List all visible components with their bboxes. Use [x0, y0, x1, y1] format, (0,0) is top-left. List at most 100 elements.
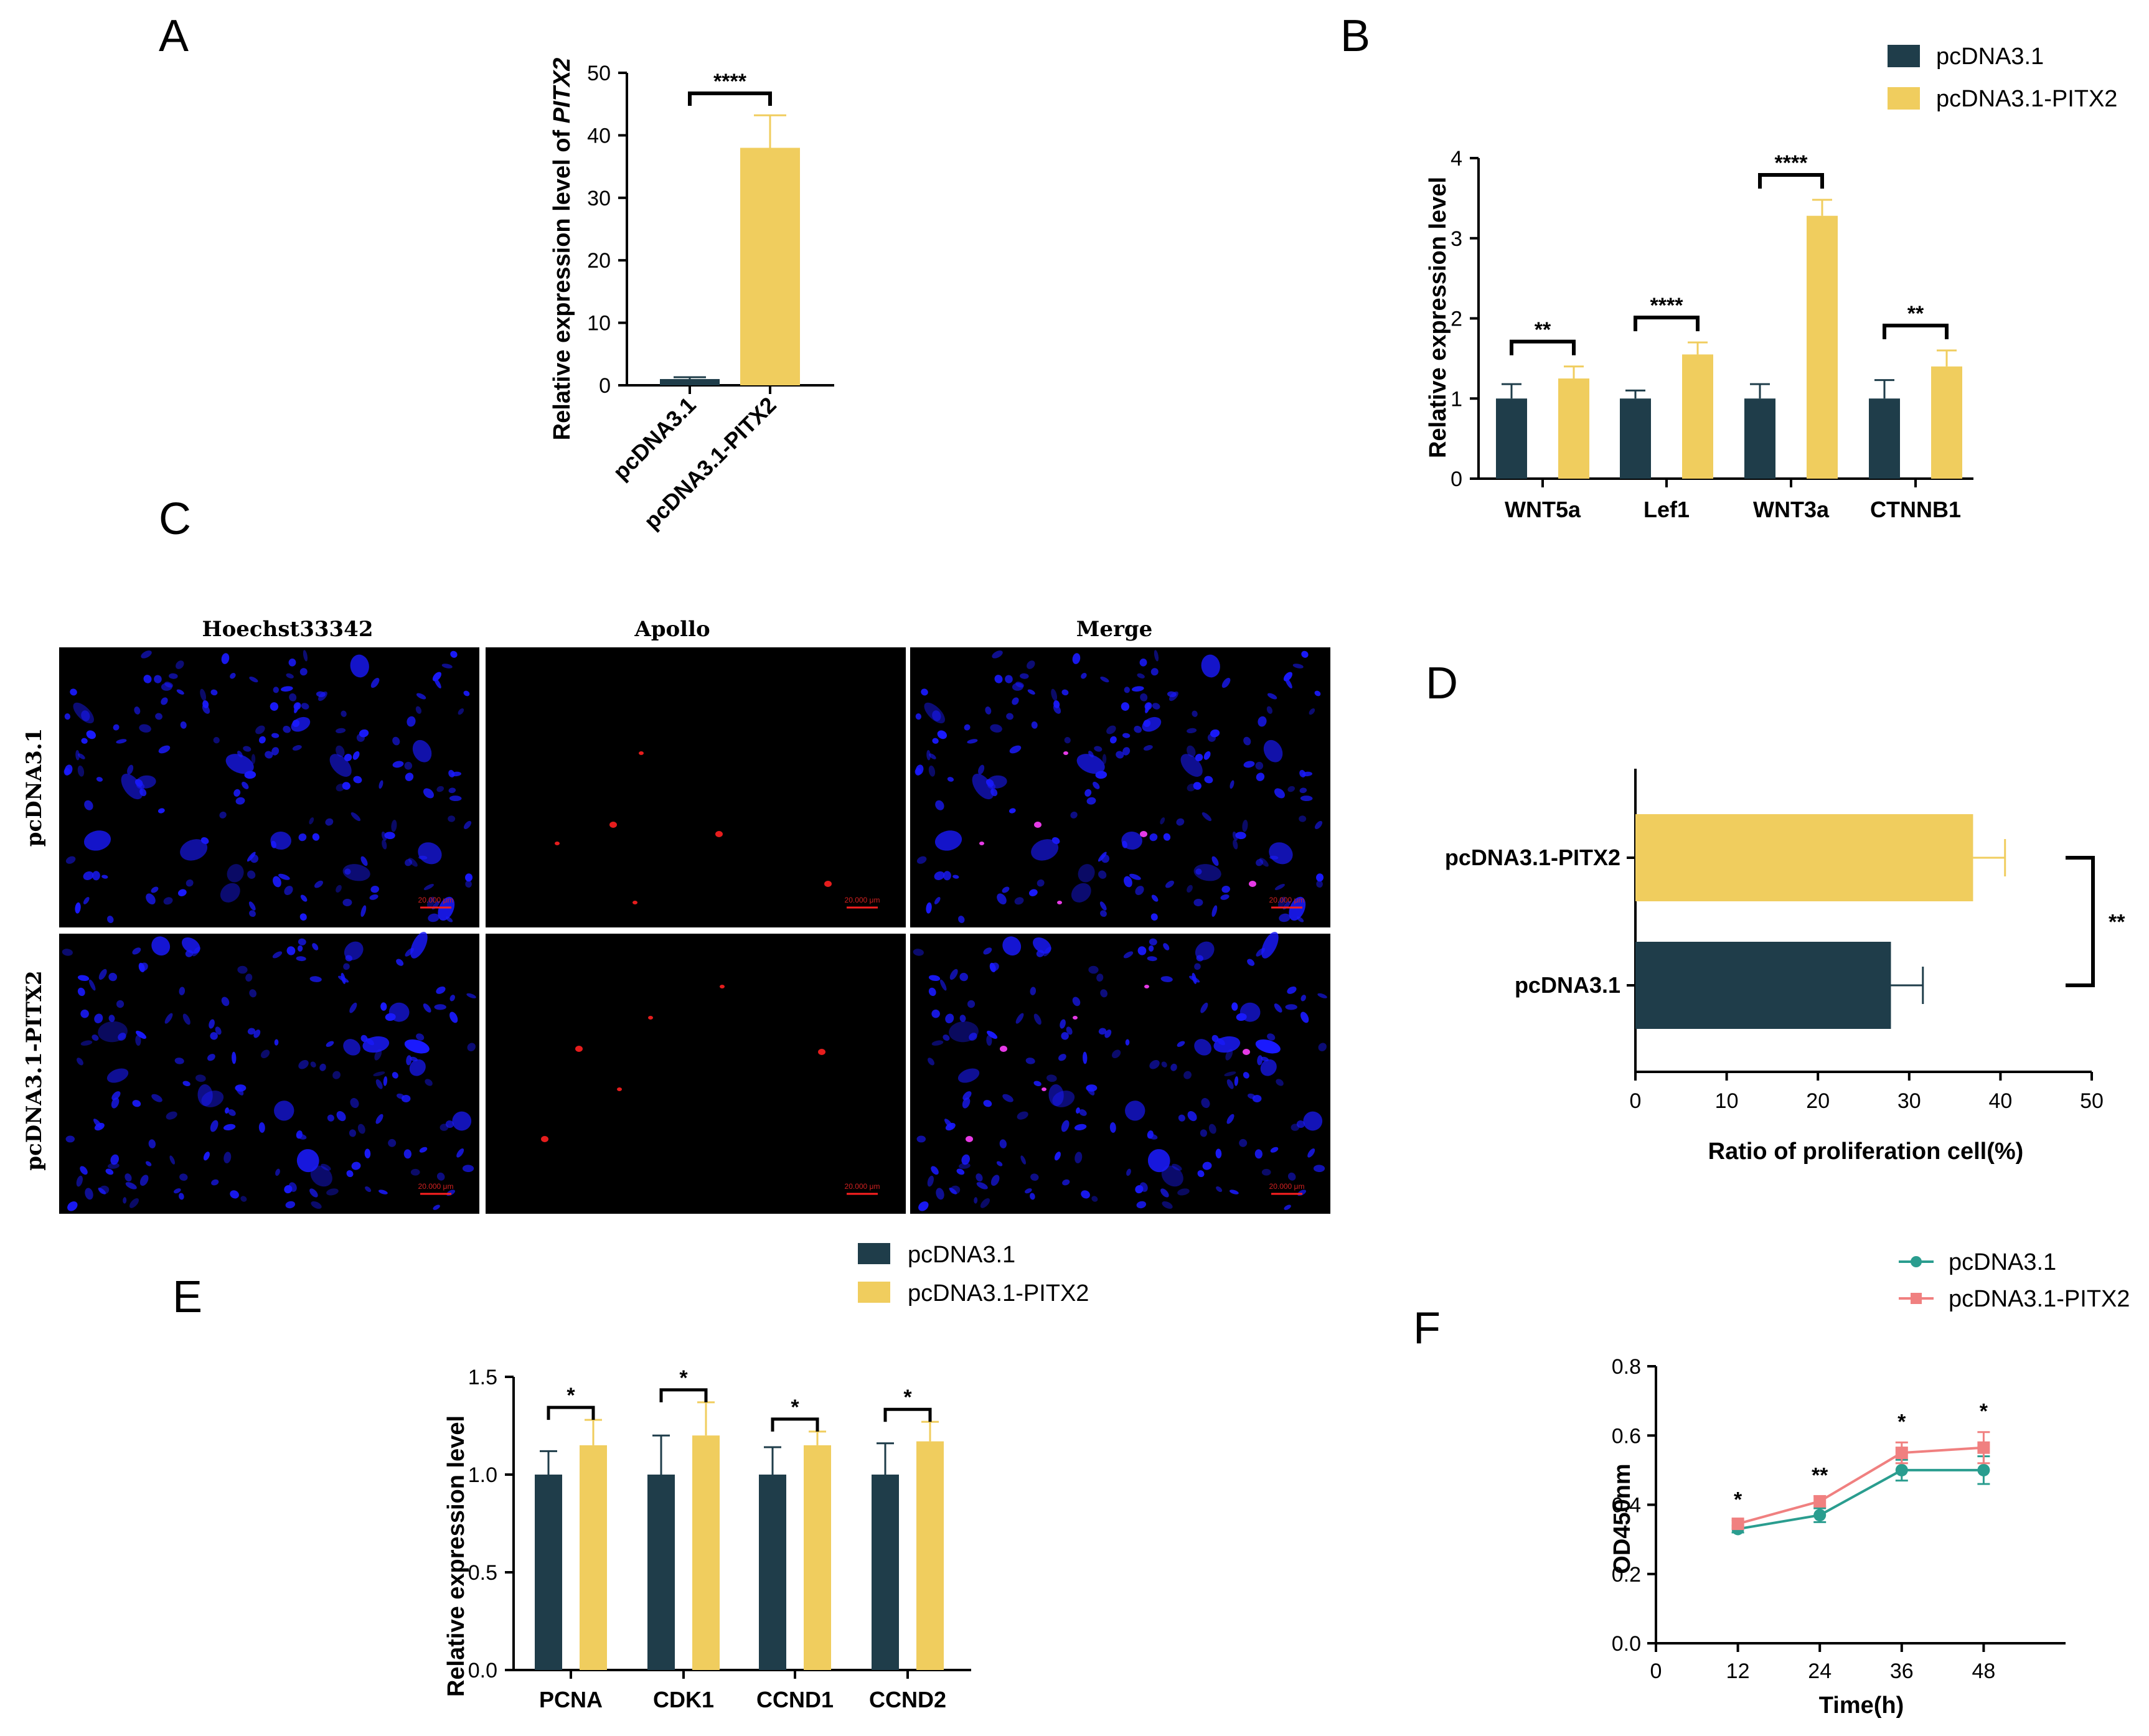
micro-apollo-signal — [1063, 751, 1068, 755]
micro-nucleus — [926, 750, 931, 761]
micro-nucleus — [301, 703, 309, 710]
micro-nucleus — [1215, 1148, 1222, 1159]
micro-nucleus — [132, 947, 141, 955]
chart-e-significance-label: * — [903, 1386, 912, 1409]
micro-nucleus — [343, 963, 350, 970]
micro-nucleus — [969, 1033, 977, 1041]
micro-nucleus — [132, 1100, 141, 1107]
micro-nucleus — [288, 1182, 297, 1192]
micro-nucleus — [1211, 856, 1219, 866]
micro-nucleus — [1151, 894, 1159, 902]
micro-nucleus — [300, 894, 308, 902]
micro-nucleus — [179, 1173, 188, 1181]
chart-b-significance-bracket — [1634, 316, 1700, 332]
micro-nucleus — [463, 690, 470, 697]
micro-nucleus — [136, 1030, 147, 1039]
micro-nucleus — [956, 1168, 965, 1175]
micro-nucleus — [94, 1013, 103, 1023]
micro-nucleus — [106, 916, 114, 924]
micro-nucleus — [83, 871, 94, 880]
micro-nucleus — [176, 689, 184, 695]
micro-nucleus — [1094, 746, 1103, 752]
micro-nucleus — [1229, 1189, 1239, 1194]
micro-nucleus — [450, 650, 458, 658]
micro-nucleus — [1150, 913, 1158, 921]
micro-nucleus — [388, 1138, 397, 1147]
micro-nucleus — [465, 873, 473, 882]
micro-nucleus — [412, 739, 432, 762]
micro-nucleus — [1037, 879, 1045, 887]
micro-apollo-signal — [1034, 822, 1042, 828]
micro-nucleus — [1261, 932, 1279, 959]
micro-nucleus — [245, 974, 253, 982]
micro-nucleus — [98, 969, 107, 980]
micro-nucleus — [1030, 1193, 1035, 1200]
micro-nucleus — [336, 884, 342, 893]
micro-nucleus — [448, 769, 455, 777]
chart-e-bar — [535, 1475, 562, 1670]
chart-b-legend-label: pcDNA3.1 — [1936, 44, 2044, 70]
chart-f-legend-label: pcDNA3.1 — [1949, 1249, 2056, 1275]
chart-f-point — [1977, 1463, 1990, 1476]
micro-nucleus — [209, 1019, 215, 1029]
micro-nucleus — [1046, 1074, 1057, 1082]
micro-nucleus — [77, 1058, 83, 1066]
micro-nucleus — [213, 737, 220, 744]
micro-nucleus — [248, 901, 256, 911]
chart-a: Relative expression level of PITX2 0 10 20… — [549, 58, 834, 534]
micro-nucleus — [467, 1043, 476, 1051]
micro-nucleus — [1072, 653, 1081, 664]
micro-nucleus — [931, 1009, 940, 1018]
micro-nucleus — [344, 941, 364, 960]
micro-nucleus — [1255, 761, 1264, 770]
micro-nucleus — [1002, 1094, 1013, 1102]
micro-nucleus — [138, 962, 145, 972]
micro-nucleus — [415, 706, 421, 714]
chart-e-bar — [647, 1475, 675, 1670]
micro-scale-label: 20.000 μm — [845, 896, 880, 904]
micro-nucleus — [1274, 1003, 1282, 1013]
micro-nucleus — [106, 1068, 129, 1083]
chart-b-ytick-label: 0 — [1451, 467, 1462, 491]
micro-nucleus — [227, 864, 244, 883]
micro-nucleus — [392, 736, 400, 746]
micro-nucleus — [273, 687, 280, 693]
micro-scale-label: 20.000 μm — [418, 1182, 454, 1191]
micro-nucleus — [1033, 937, 1051, 954]
chart-e: Relative expression level 0.0 0.5 1.0 1.5 PC… — [443, 1242, 1089, 1712]
micro-nucleus — [1061, 1032, 1069, 1040]
micro-nucleus — [1054, 1152, 1061, 1161]
micro-nucleus — [258, 1122, 265, 1133]
micro-nucleus — [151, 886, 159, 893]
micro-nucleus — [997, 893, 1007, 904]
micro-nucleus — [1006, 713, 1013, 720]
micro-nucleus — [1122, 733, 1131, 738]
micro-col-title-apollo: Apollo — [634, 617, 710, 642]
micro-nucleus — [1300, 995, 1306, 1002]
micro-nucleus — [365, 1186, 372, 1193]
panel-letter-f: F — [1413, 1303, 1441, 1353]
chart-d-bar — [1635, 814, 1973, 901]
micro-nucleus — [1109, 736, 1117, 744]
micro-nucleus — [272, 951, 283, 959]
micro-nucleus — [202, 700, 209, 708]
micro-nucleus — [179, 1193, 184, 1200]
micro-nucleus — [915, 764, 924, 775]
micro-nucleus — [1261, 1168, 1271, 1176]
micro-nucleus — [962, 1091, 972, 1100]
micro-nucleus — [353, 776, 362, 784]
micro-nucleus — [1299, 769, 1306, 777]
micro-nucleus — [983, 1100, 992, 1107]
micro-nucleus — [1002, 886, 1010, 893]
micro-nucleus — [349, 1129, 356, 1137]
micro-scale-label: 20.000 μm — [1269, 1182, 1305, 1191]
micro-nucleus — [135, 1035, 141, 1046]
micro-nucleus — [1139, 659, 1147, 667]
micro-nucleus — [325, 818, 334, 826]
micro-nucleus — [143, 675, 152, 683]
micro-nucleus — [211, 1179, 219, 1186]
micro-nucleus — [1027, 689, 1035, 695]
micro-nucleus — [344, 753, 352, 762]
micro-nucleus — [364, 1148, 371, 1159]
chart-b-significance-label: **** — [1775, 151, 1808, 175]
